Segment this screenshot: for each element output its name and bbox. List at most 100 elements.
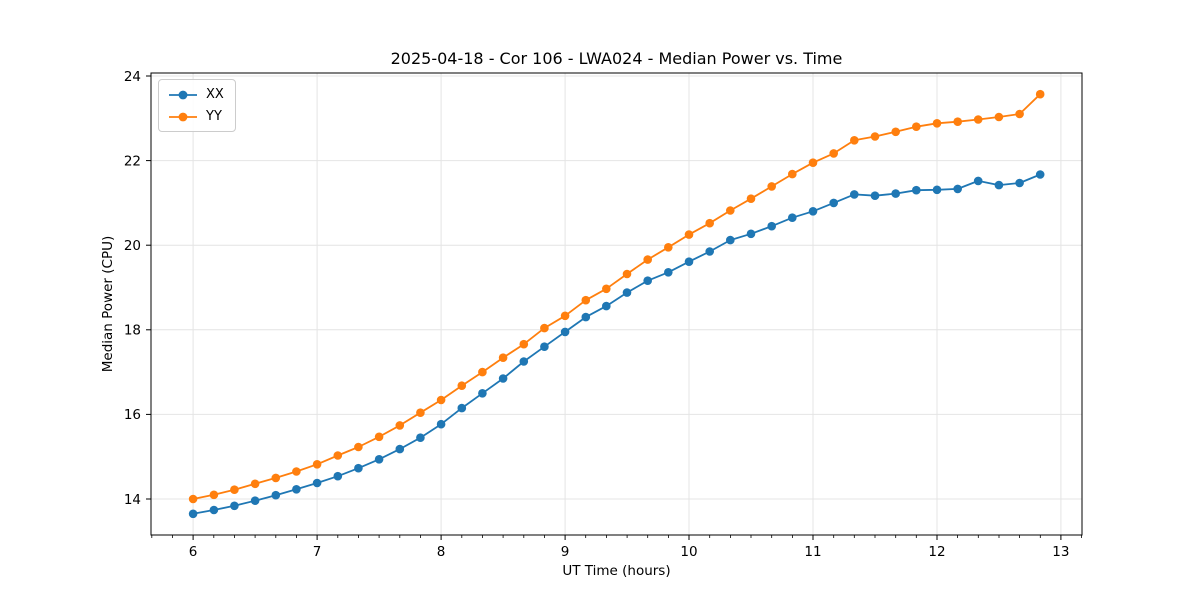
data-point-xx	[664, 268, 673, 277]
data-point-yy	[994, 112, 1004, 122]
data-point-yy	[767, 182, 776, 191]
data-point-xx	[602, 301, 611, 311]
data-point-yy	[1035, 89, 1045, 99]
data-point-yy	[912, 122, 921, 131]
legend: XX YY	[158, 79, 236, 132]
data-point-xx	[808, 207, 818, 216]
data-point-yy	[932, 119, 942, 128]
data-point-yy	[622, 269, 632, 279]
data-point-yy	[581, 295, 591, 305]
data-point-xx	[581, 312, 591, 322]
data-point-yy	[953, 117, 962, 126]
data-point-yy	[519, 339, 529, 349]
y-tick-label: 16	[124, 407, 141, 423]
x-tick-label: 6	[189, 544, 198, 560]
data-point-xx	[829, 198, 838, 208]
data-point-xx	[333, 471, 343, 481]
chart-title: 2025-04-18 - Cor 106 - LWA024 - Median P…	[390, 49, 843, 68]
data-point-xx	[292, 485, 301, 494]
data-point-xx	[870, 191, 880, 200]
data-point-yy	[312, 460, 322, 469]
data-point-yy	[788, 169, 797, 179]
data-point-xx	[1015, 178, 1024, 188]
data-point-yy	[1015, 109, 1024, 119]
data-point-xx	[1035, 170, 1045, 179]
data-point-yy	[354, 442, 363, 452]
data-point-xx	[726, 235, 735, 245]
y-tick-label: 22	[124, 153, 141, 169]
data-point-yy	[498, 353, 508, 363]
data-point-xx	[271, 490, 281, 500]
data-point-xx	[643, 276, 652, 286]
data-point-xx	[416, 433, 425, 443]
series-line-yy	[192, 93, 1042, 500]
data-point-xx	[684, 257, 694, 267]
y-axis-label: Median Power (CPU)	[100, 235, 116, 373]
data-point-yy	[478, 367, 487, 377]
data-point-xx	[374, 455, 384, 464]
data-point-yy	[395, 421, 405, 430]
data-point-yy	[250, 479, 260, 489]
data-point-xx	[436, 419, 446, 429]
data-point-yy	[230, 485, 239, 495]
data-point-xx	[622, 288, 632, 297]
data-point-yy	[271, 473, 281, 483]
legend-entry-xx: XX	[168, 86, 224, 103]
data-point-xx	[912, 185, 921, 195]
data-point-xx	[891, 189, 900, 198]
data-point-xx	[767, 221, 776, 231]
data-point-xx	[457, 403, 467, 413]
data-point-yy	[457, 381, 467, 391]
data-point-xx	[250, 496, 260, 506]
data-point-yy	[850, 136, 859, 145]
data-point-yy	[746, 194, 756, 203]
legend-swatch-xx-icon	[169, 90, 197, 99]
y-tick-label: 14	[124, 492, 141, 508]
plot-border	[150, 72, 1083, 536]
data-point-xx	[746, 229, 756, 239]
data-point-xx	[932, 185, 942, 195]
data-point-yy	[209, 490, 219, 500]
data-point-xx	[395, 444, 405, 454]
data-point-yy	[292, 467, 301, 476]
legend-label-yy: YY	[206, 109, 222, 124]
data-point-yy	[726, 206, 735, 215]
data-point-xx	[519, 357, 529, 366]
data-point-xx	[973, 176, 983, 186]
x-tick-label: 8	[437, 544, 446, 560]
data-point-xx	[850, 190, 859, 199]
legend-swatch-yy-icon	[169, 112, 197, 121]
legend-label-xx: XX	[206, 87, 224, 102]
data-point-xx	[354, 463, 363, 473]
y-tick-label: 20	[124, 238, 141, 254]
data-point-yy	[973, 115, 983, 124]
data-point-xx	[788, 213, 797, 222]
data-point-yy	[870, 132, 880, 141]
y-tick-label: 18	[124, 323, 141, 339]
data-point-yy	[333, 451, 343, 460]
data-point-yy	[643, 255, 652, 264]
x-tick-label: 7	[313, 544, 322, 560]
x-tick-label: 11	[804, 544, 821, 560]
x-tick-label: 9	[561, 544, 570, 560]
data-point-xx	[188, 509, 198, 519]
x-tick-label: 12	[928, 544, 945, 560]
data-point-yy	[602, 284, 611, 294]
data-point-xx	[994, 180, 1004, 190]
data-point-xx	[478, 389, 487, 398]
data-point-yy	[664, 243, 673, 252]
data-point-xx	[312, 478, 322, 488]
y-tick-label: 24	[124, 69, 141, 85]
x-axis-label: UT Time (hours)	[562, 563, 671, 579]
data-point-yy	[684, 230, 694, 239]
x-tick-label: 13	[1052, 544, 1069, 560]
data-point-xx	[498, 374, 508, 383]
data-point-yy	[560, 311, 570, 321]
data-point-xx	[705, 247, 714, 256]
data-point-yy	[829, 149, 838, 158]
data-point-yy	[416, 408, 425, 418]
data-point-yy	[540, 323, 549, 333]
data-point-yy	[188, 494, 198, 504]
